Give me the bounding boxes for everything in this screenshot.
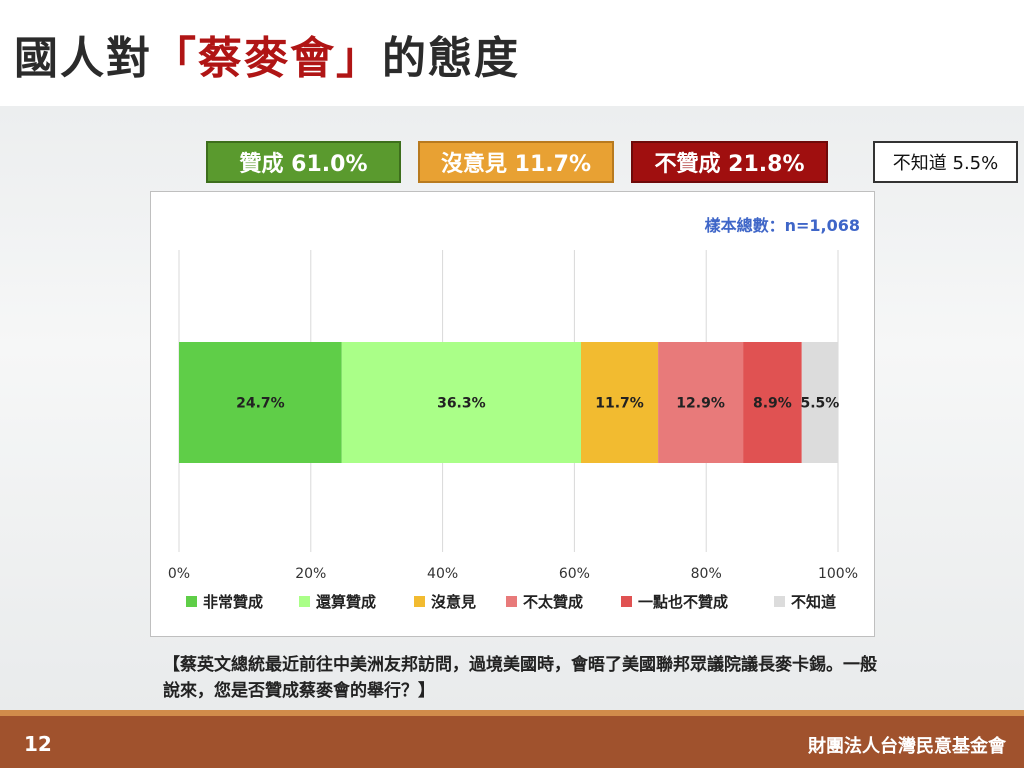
- bar-segment: [743, 342, 802, 463]
- x-tick-label: 80%: [691, 566, 722, 582]
- legend-swatch: [621, 596, 632, 607]
- data-label: 36.3%: [437, 396, 486, 412]
- legend-label: 不太贊成: [523, 593, 583, 611]
- data-label: 12.9%: [676, 396, 725, 412]
- legend-label: 非常贊成: [203, 593, 263, 611]
- summary-unknown-box: 不知道 5.5%: [873, 141, 1018, 183]
- legend-label: 還算贊成: [316, 593, 376, 611]
- data-label: 5.5%: [800, 396, 839, 412]
- summary-agree-box: 贊成 61.0%: [206, 141, 401, 183]
- bar-segment: [179, 342, 342, 463]
- x-tick-label: 20%: [295, 566, 326, 582]
- page-number: 12: [24, 732, 52, 756]
- legend-label: 不知道: [791, 593, 836, 611]
- title-prefix: 國人對: [14, 33, 152, 84]
- sample-size: 樣本總數：n=1,068: [704, 216, 860, 235]
- page-title: 國人對「蔡麥會」的態度: [14, 22, 520, 86]
- chart-panel: 樣本總數：n=1,068 0% 20% 40% 60% 80% 100% 24.7% 36.3…: [150, 191, 875, 637]
- title-suffix: 的態度: [382, 33, 520, 84]
- legend-swatch: [774, 596, 785, 607]
- x-tick-label: 100%: [818, 566, 858, 582]
- summary-neutral-box: 沒意見 11.7%: [418, 141, 614, 183]
- bar-segment: [658, 342, 744, 463]
- bar-segment: [580, 342, 659, 463]
- legend-swatch: [414, 596, 425, 607]
- organization-name: 財團法人台灣民意基金會: [808, 736, 1006, 757]
- x-tick-label: 0%: [168, 566, 190, 582]
- summary-disagree-box: 不贊成 21.8%: [631, 141, 828, 183]
- stacked-bar-chart: 0% 20% 40% 60% 80% 100% 24.7% 36.3% 11.7% 12.9% 8.…: [168, 250, 858, 611]
- data-label: 8.9%: [753, 396, 792, 412]
- bar-segment: [341, 342, 581, 463]
- survey-question: 【蔡英文總統最近前往中美洲友邦訪問，過境美國時，會晤了美國聯邦眾議院議長麥卡錫。…: [163, 655, 877, 701]
- legend-swatch: [299, 596, 310, 607]
- x-tick-label: 60%: [559, 566, 590, 582]
- legend-swatch: [186, 596, 197, 607]
- data-label: 24.7%: [236, 396, 285, 412]
- legend-label: 沒意見: [431, 593, 476, 611]
- title-bar: 國人對「蔡麥會」的態度: [0, 0, 1024, 106]
- footer: 12 財團法人台灣民意基金會: [0, 710, 1024, 768]
- legend-swatch: [506, 596, 517, 607]
- x-tick-label: 40%: [427, 566, 458, 582]
- data-label: 11.7%: [595, 396, 644, 412]
- title-highlight: 「蔡麥會」: [152, 33, 382, 84]
- legend-label: 一點也不贊成: [638, 593, 728, 611]
- bar-segment: [801, 342, 838, 463]
